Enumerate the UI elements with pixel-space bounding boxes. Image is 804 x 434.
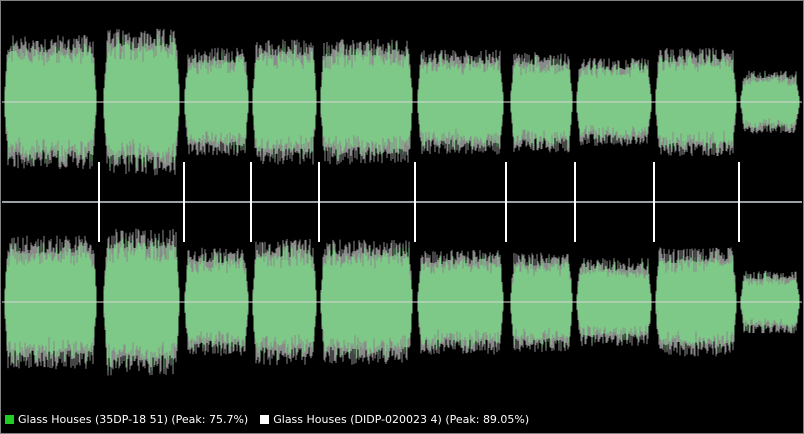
waveform-body xyxy=(510,256,573,348)
legend-swatch xyxy=(260,414,270,424)
legend-swatch xyxy=(5,414,14,424)
waveform-body xyxy=(4,42,97,164)
waveform-body xyxy=(417,253,504,351)
waveform-body xyxy=(252,44,317,159)
waveform-body xyxy=(103,237,180,371)
waveform-view xyxy=(2,28,802,376)
legend-label: Glass Houses (DIDP-020023 4) (Peak: 89.0… xyxy=(273,412,530,426)
legend: Glass Houses (35DP-18 51) (Peak: 75.7%) … xyxy=(5,411,541,427)
legend-label: Glass Houses (35DP-18 51) (Peak: 75.7%) xyxy=(18,412,249,426)
waveform-body xyxy=(576,260,652,343)
legend-item: Glass Houses (35DP-18 51) (Peak: 75.7%) xyxy=(5,413,248,426)
waveform-body xyxy=(184,251,249,351)
legend-item: Glass Houses (DIDP-020023 4) (Peak: 89.0… xyxy=(260,413,529,426)
waveform-body xyxy=(4,242,97,365)
